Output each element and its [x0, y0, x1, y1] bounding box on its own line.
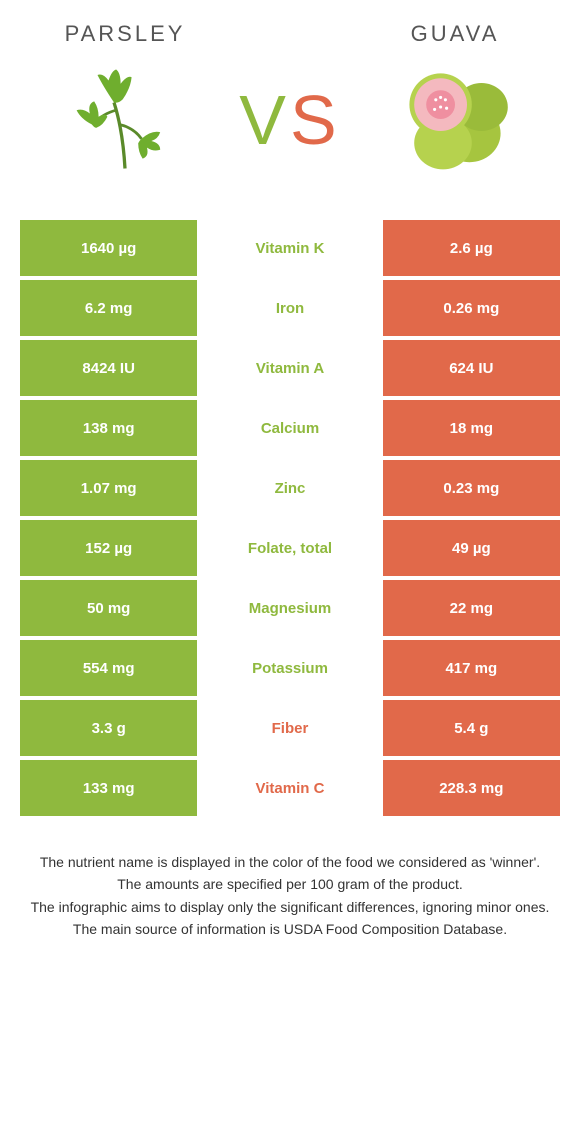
right-value-cell: 2.6 µg — [383, 220, 560, 276]
left-value-cell: 8424 IU — [20, 340, 197, 396]
nutrient-label-cell: Vitamin A — [201, 340, 378, 396]
nutrient-label-cell: Zinc — [201, 460, 378, 516]
right-value-cell: 0.26 mg — [383, 280, 560, 336]
footnote-line: The infographic aims to display only the… — [24, 897, 556, 917]
right-value-cell: 18 mg — [383, 400, 560, 456]
left-food-column: Parsley — [40, 21, 210, 179]
left-value-cell: 138 mg — [20, 400, 197, 456]
left-value-cell: 1.07 mg — [20, 460, 197, 516]
nutrient-label-cell: Potassium — [201, 640, 378, 696]
right-food-title: Guava — [411, 21, 500, 47]
nutrient-label-cell: Vitamin K — [201, 220, 378, 276]
right-value-cell: 5.4 g — [383, 700, 560, 756]
table-row: 8424 IUVitamin A624 IU — [20, 340, 560, 396]
table-row: 6.2 mgIron0.26 mg — [20, 280, 560, 336]
nutrient-label-cell: Magnesium — [201, 580, 378, 636]
right-value-cell: 417 mg — [383, 640, 560, 696]
left-value-cell: 1640 µg — [20, 220, 197, 276]
nutrient-label-cell: Fiber — [201, 700, 378, 756]
left-value-cell: 6.2 mg — [20, 280, 197, 336]
left-value-cell: 133 mg — [20, 760, 197, 816]
footnotes: The nutrient name is displayed in the co… — [0, 816, 580, 939]
left-value-cell: 3.3 g — [20, 700, 197, 756]
table-row: 138 mgCalcium18 mg — [20, 400, 560, 456]
guava-icon — [395, 59, 515, 179]
table-row: 1640 µgVitamin K2.6 µg — [20, 220, 560, 276]
table-row: 50 mgMagnesium22 mg — [20, 580, 560, 636]
right-value-cell: 624 IU — [383, 340, 560, 396]
nutrient-label-cell: Calcium — [201, 400, 378, 456]
right-value-cell: 22 mg — [383, 580, 560, 636]
table-row: 133 mgVitamin C228.3 mg — [20, 760, 560, 816]
parsley-icon — [65, 59, 185, 179]
left-food-title: Parsley — [65, 21, 186, 47]
table-row: 3.3 gFiber5.4 g — [20, 700, 560, 756]
nutrient-label-cell: Folate, total — [201, 520, 378, 576]
nutrient-comparison-table: 1640 µgVitamin K2.6 µg6.2 mgIron0.26 mg8… — [0, 200, 580, 816]
table-row: 1.07 mgZinc0.23 mg — [20, 460, 560, 516]
header: Parsley VS Guava — [0, 0, 580, 200]
nutrient-label-cell: Iron — [201, 280, 378, 336]
left-value-cell: 152 µg — [20, 520, 197, 576]
nutrient-label-cell: Vitamin C — [201, 760, 378, 816]
footnote-line: The nutrient name is displayed in the co… — [24, 852, 556, 872]
footnote-line: The main source of information is USDA F… — [24, 919, 556, 939]
right-value-cell: 49 µg — [383, 520, 560, 576]
right-food-column: Guava — [370, 21, 540, 179]
right-value-cell: 0.23 mg — [383, 460, 560, 516]
left-value-cell: 554 mg — [20, 640, 197, 696]
vs-label: VS — [239, 80, 340, 160]
footnote-line: The amounts are specified per 100 gram o… — [24, 874, 556, 894]
left-value-cell: 50 mg — [20, 580, 197, 636]
table-row: 554 mgPotassium417 mg — [20, 640, 560, 696]
table-row: 152 µgFolate, total49 µg — [20, 520, 560, 576]
right-value-cell: 228.3 mg — [383, 760, 560, 816]
